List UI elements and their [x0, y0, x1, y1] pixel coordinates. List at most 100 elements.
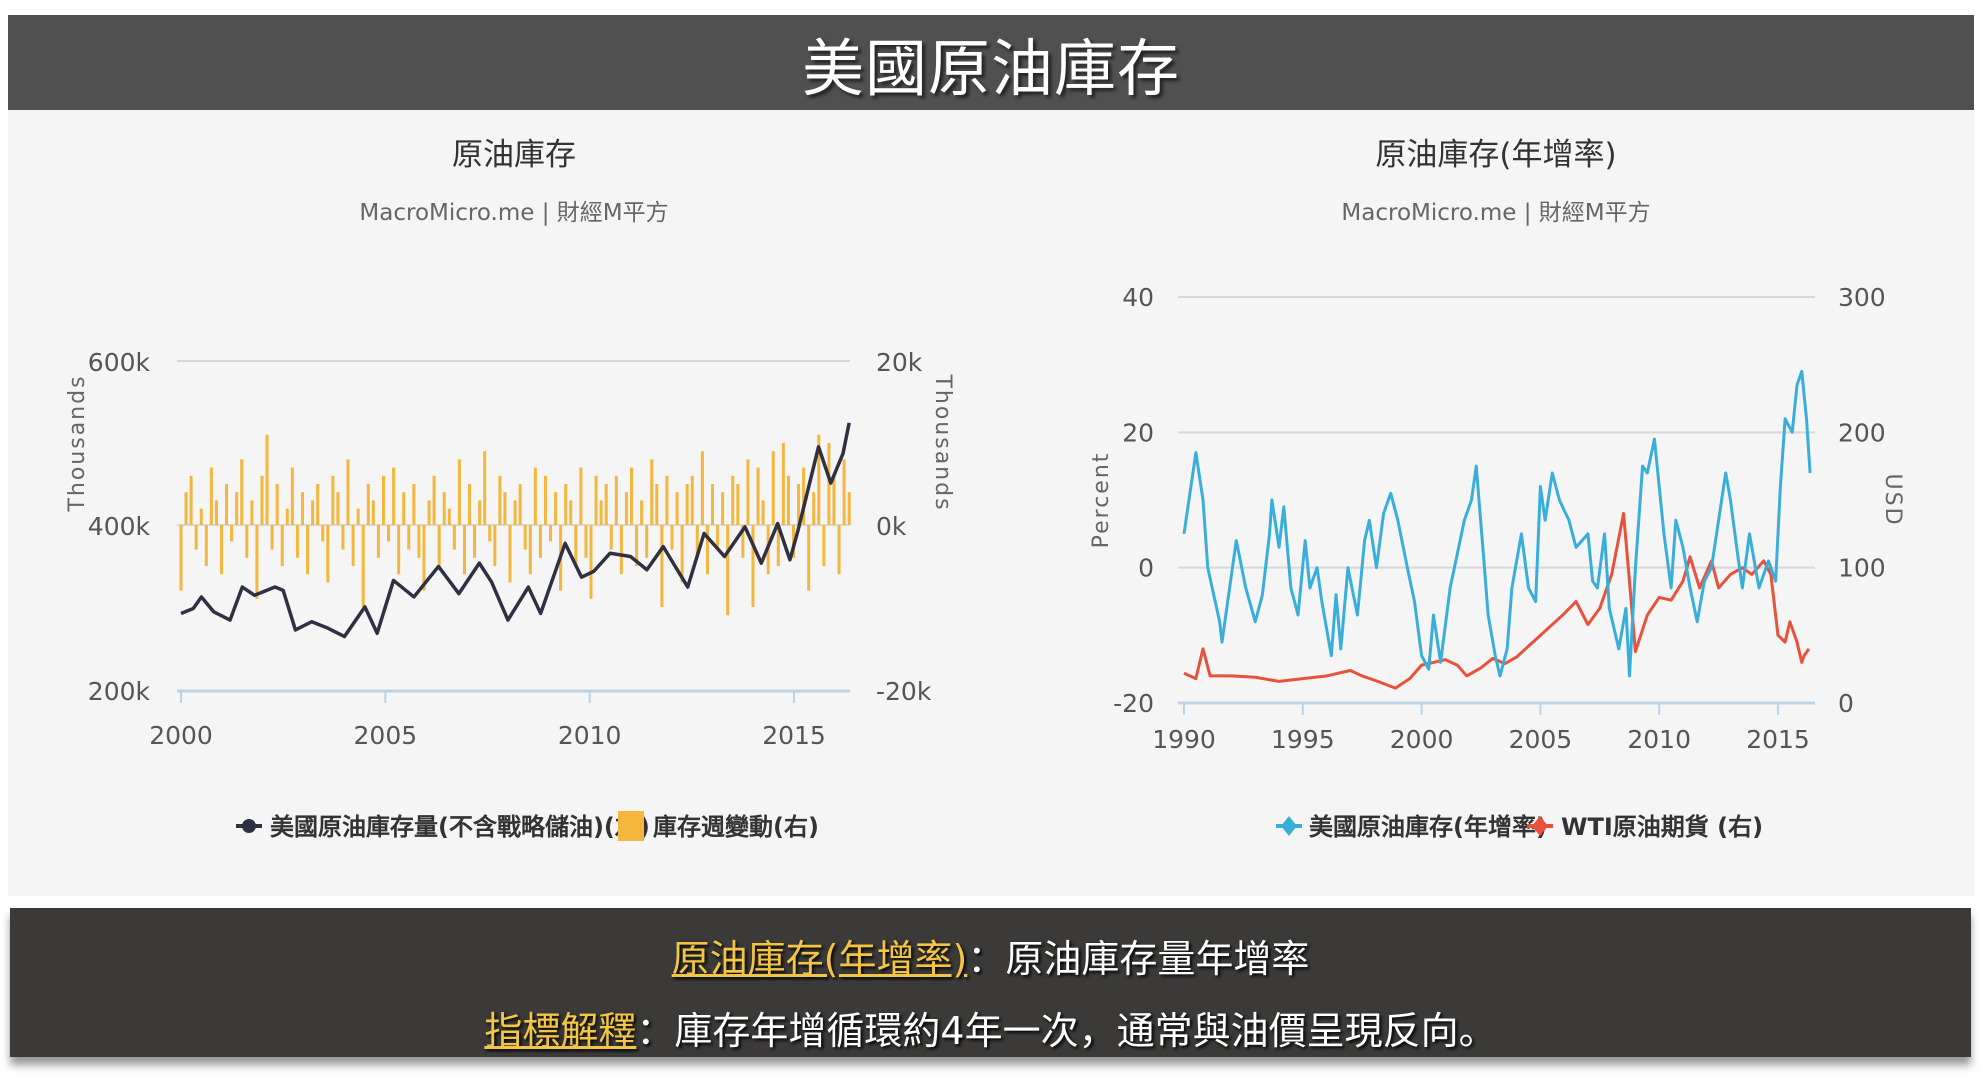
x-tick-label: 2010 [1627, 725, 1691, 754]
y-tick-label: 400k [88, 512, 151, 541]
weekly-change-bar [240, 459, 244, 525]
x-tick-label: 2005 [354, 721, 418, 750]
y-axis-title: Thousands [65, 374, 90, 512]
weekly-change-bar [311, 500, 315, 525]
weekly-change-bar [275, 484, 279, 525]
weekly-change-bar [422, 525, 426, 591]
legend-label: WTI原油期貨 (右) [1561, 813, 1763, 841]
weekly-change-bar [650, 459, 654, 525]
weekly-change-bar [366, 484, 370, 525]
weekly-change-bar [432, 475, 436, 525]
weekly-change-bar [356, 508, 360, 525]
weekly-change-bar [630, 467, 634, 525]
weekly-change-bar [280, 525, 284, 566]
x-tick-label: 2010 [558, 721, 622, 750]
weekly-change-bar [786, 475, 790, 525]
weekly-change-bar [549, 525, 553, 542]
y2-tick-label: 20k [876, 348, 923, 377]
weekly-change-bar [756, 467, 760, 525]
weekly-change-bar [255, 525, 259, 599]
weekly-change-bar [245, 525, 249, 558]
chart-inventory-yoy: 原油庫存(年增率) MacroMicro.me | 財經M平方 1990 1995… [1089, 137, 1905, 841]
weekly-change-bar [822, 525, 826, 566]
weekly-change-bar [594, 475, 598, 525]
weekly-change-bar [270, 525, 274, 550]
weekly-change-bar [473, 525, 477, 558]
weekly-change-bar [300, 492, 304, 525]
weekly-change-bar [776, 525, 780, 566]
weekly-change-bar [219, 525, 223, 575]
interpretation-line: 指標解釋：庫存年增循環約4年一次，通常與油價呈現反向。 [10, 1000, 1971, 1055]
weekly-change-bar [402, 492, 406, 525]
definition-line: 原油庫存(年增率)：原油庫存量年增率 [10, 928, 1971, 983]
weekly-change-bar [528, 525, 532, 575]
weekly-change-bar [478, 500, 482, 525]
chart-title: 原油庫存 [452, 137, 576, 173]
y-tick-label: -20 [1113, 689, 1154, 718]
weekly-change-bar [397, 525, 401, 575]
weekly-change-bar [214, 500, 218, 525]
y2-tick-label: 100 [1838, 554, 1886, 583]
weekly-change-bar [710, 484, 714, 525]
weekly-change-bar [326, 525, 330, 583]
weekly-change-bar [741, 525, 745, 558]
weekly-change-bar [468, 484, 472, 525]
y2-tick-label: 200 [1838, 418, 1886, 447]
weekly-change-bar [442, 492, 446, 525]
legend-item-weekly-change[interactable]: 庫存週變動(右) [618, 811, 819, 841]
legend-item-inventory[interactable]: 美國原油庫存量(不含戰略儲油)(左) [236, 813, 650, 841]
weekly-change-bar [746, 459, 750, 525]
weekly-change-bar [842, 459, 846, 525]
weekly-change-bar [812, 492, 816, 525]
weekly-change-bar [564, 484, 568, 525]
y2-axis-title: Thousands [930, 373, 955, 511]
x-tick-label: 2000 [149, 721, 213, 750]
x-tick-label: 2015 [762, 721, 826, 750]
weekly-change-bar [589, 525, 593, 599]
legend-item-yoy[interactable]: 美國原油庫存(年增率) [1276, 813, 1547, 841]
y2-axis-title: USD [1880, 473, 1905, 526]
weekly-change-bar [574, 525, 578, 566]
weekly-change-bar [690, 475, 694, 525]
definition-text: ：原油庫存量年增率 [967, 937, 1310, 981]
y2-tick-label: -20k [876, 677, 932, 706]
weekly-change-bar [250, 500, 254, 525]
weekly-change-bar [751, 525, 755, 607]
weekly-change-bar [670, 525, 674, 550]
weekly-change-bar [847, 492, 851, 525]
x-tick-label: 1990 [1152, 725, 1216, 754]
weekly-change-bar [417, 525, 421, 558]
weekly-change-bar [543, 475, 547, 525]
weekly-change-bar [447, 508, 451, 525]
weekly-change-bar [230, 525, 234, 542]
weekly-change-bar [260, 475, 264, 525]
weekly-change-bar [483, 451, 487, 525]
weekly-change-bar [488, 525, 492, 542]
weekly-change-bar [533, 467, 537, 525]
legend-bar-marker [618, 811, 644, 841]
weekly-change-bar [832, 475, 836, 525]
weekly-change-bar [437, 525, 441, 566]
weekly-change-bar [680, 525, 684, 583]
y2-tick-label: 0k [876, 512, 907, 541]
weekly-change-bar [645, 525, 649, 558]
weekly-change-bar [407, 525, 411, 550]
y-tick-label: 200k [88, 677, 151, 706]
weekly-change-bar [655, 484, 659, 525]
legend-label: 美國原油庫存(年增率) [1309, 813, 1547, 841]
legend-item-wti[interactable]: WTI原油期貨 (右) [1527, 813, 1763, 841]
weekly-change-bar [523, 525, 527, 550]
title-bar: 美國原油庫存 [8, 15, 1974, 110]
weekly-change-bar [837, 525, 841, 575]
weekly-change-bar [584, 525, 588, 558]
y-tick-label: 40 [1122, 283, 1154, 312]
y2-tick-label: 300 [1838, 283, 1886, 312]
weekly-change-bar [184, 492, 188, 525]
weekly-change-bar [306, 525, 310, 575]
weekly-change-bar [392, 467, 396, 525]
x-tick-label: 1995 [1271, 725, 1335, 754]
weekly-change-bar [624, 492, 628, 525]
weekly-change-bar [609, 525, 613, 550]
yoy-line [1182, 369, 1812, 678]
definition-term: 原油庫存(年增率) [671, 937, 968, 981]
